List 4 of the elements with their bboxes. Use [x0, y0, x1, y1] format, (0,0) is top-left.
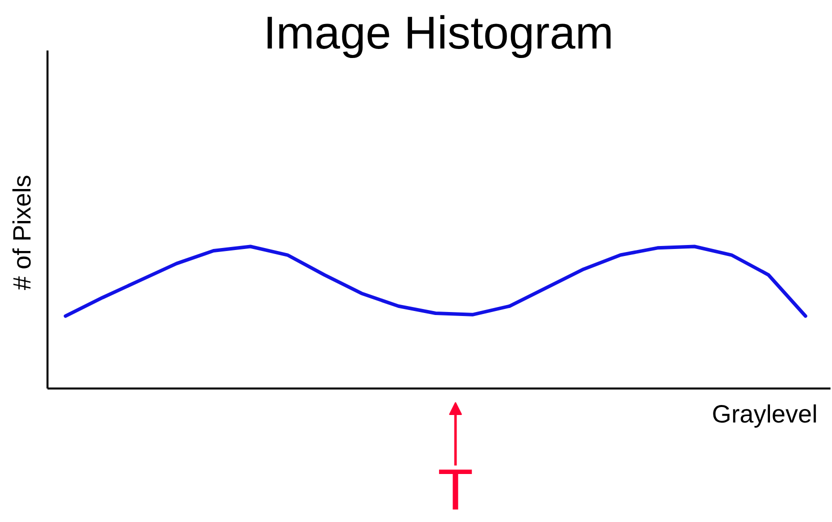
y-axis-title: # of Pixels	[8, 174, 36, 290]
x-axis-title: Graylevel	[712, 400, 818, 428]
text: T	[438, 458, 474, 522]
chart-title: Image Histogram	[263, 6, 614, 58]
